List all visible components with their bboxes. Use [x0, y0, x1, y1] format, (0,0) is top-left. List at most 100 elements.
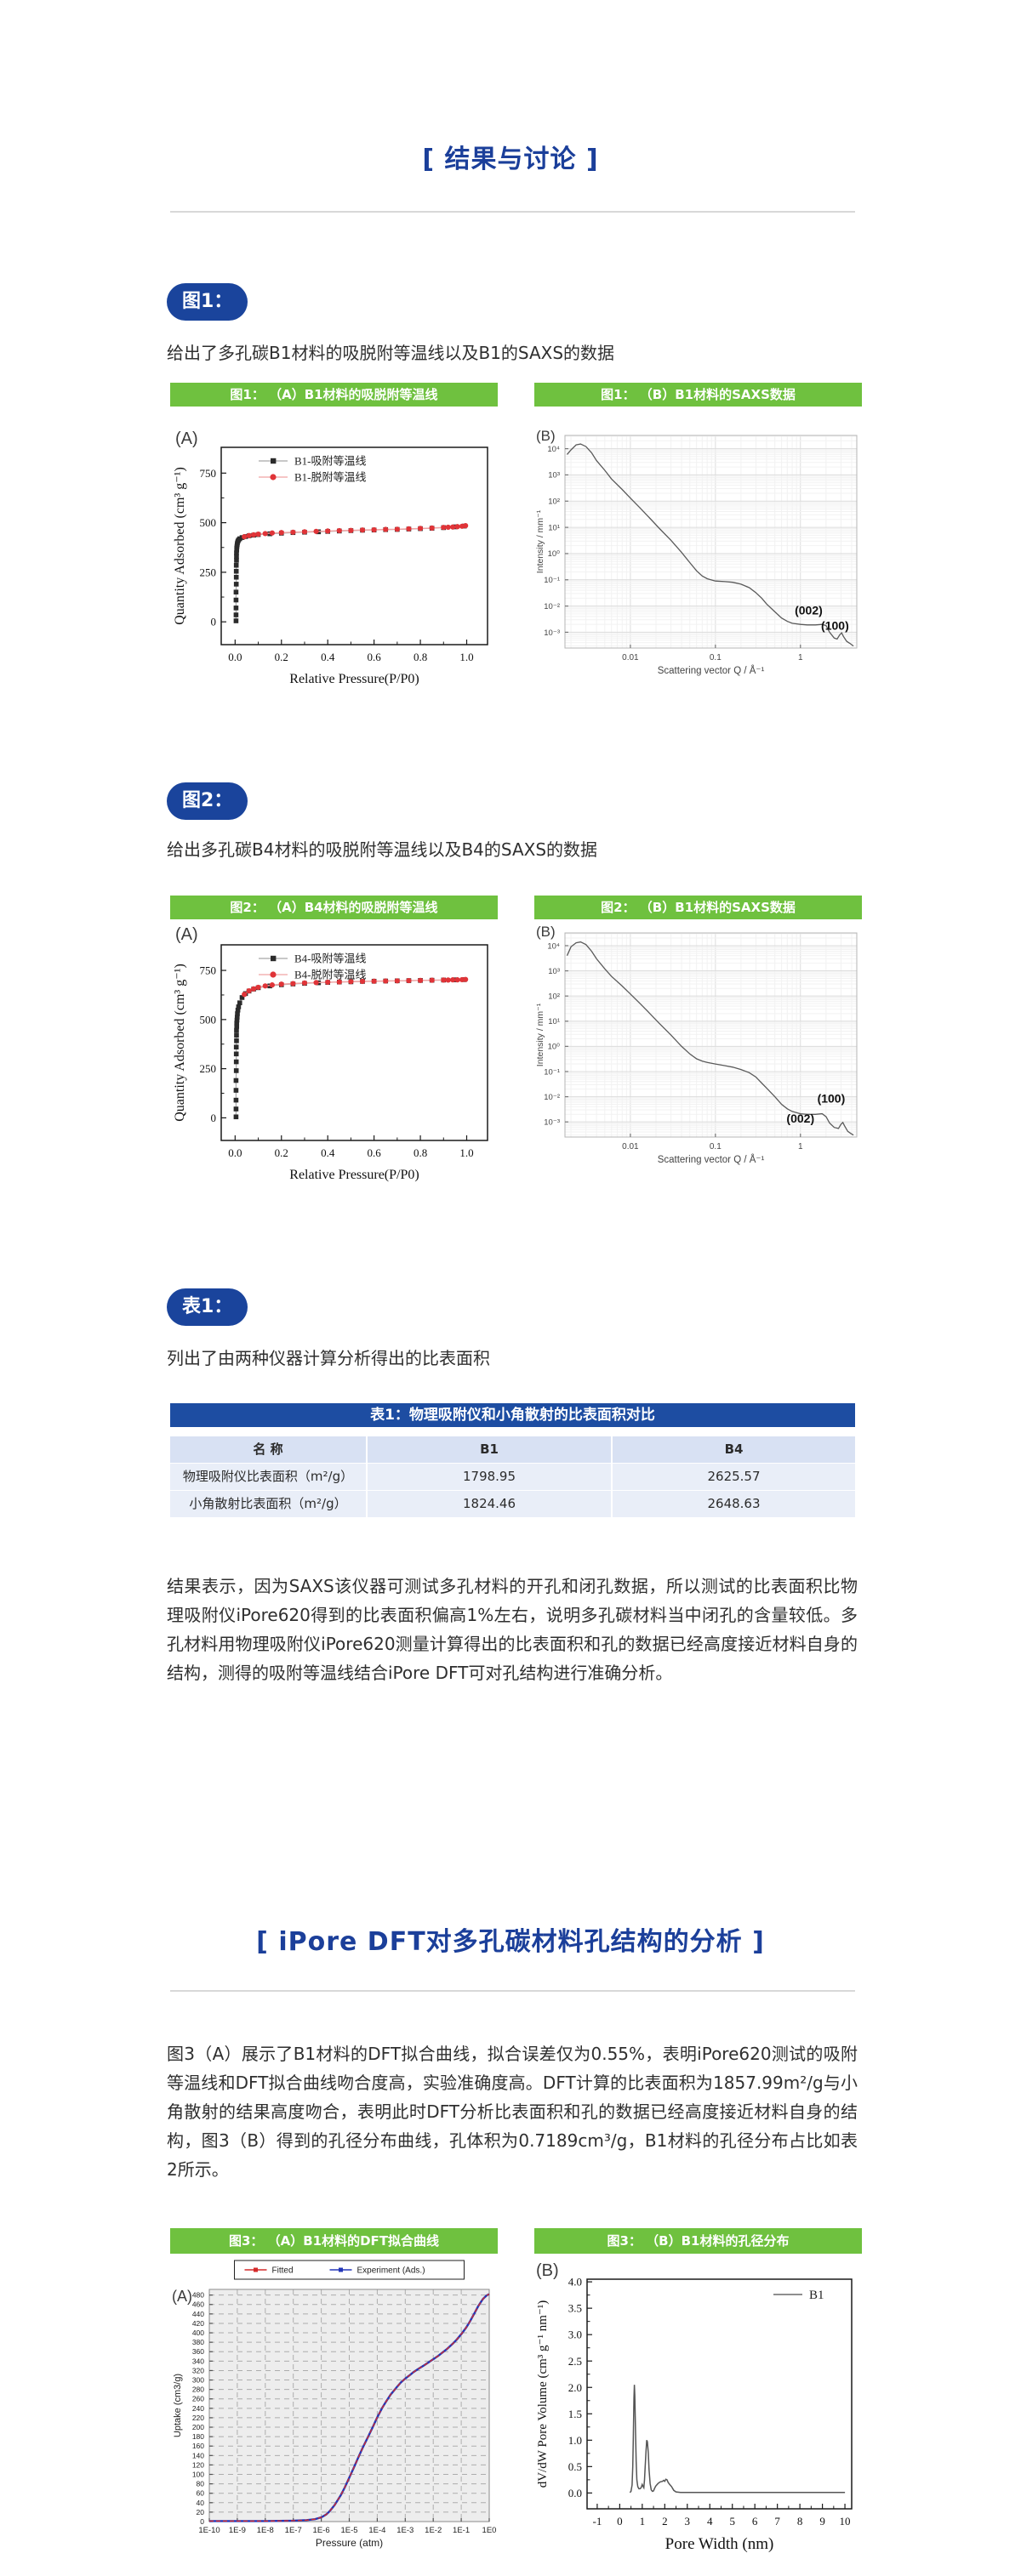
table1-cell: 1798.95 [368, 1464, 611, 1490]
svg-text:1E-5: 1E-5 [340, 2526, 357, 2535]
svg-text:(A): (A) [172, 2288, 192, 2305]
svg-text:(B): (B) [536, 2261, 559, 2280]
svg-text:(002): (002) [795, 603, 823, 617]
figure3a-header: 图3： （A）B1材料的DFT拟合曲线 [170, 2228, 498, 2254]
svg-text:180: 180 [192, 2432, 204, 2441]
svg-text:440: 440 [192, 2310, 204, 2318]
svg-text:B4-吸附等温线: B4-吸附等温线 [294, 952, 367, 965]
svg-text:0.1: 0.1 [710, 653, 722, 662]
svg-text:Intensity / mm⁻¹: Intensity / mm⁻¹ [535, 509, 545, 573]
table1-cell: B4 [613, 1436, 855, 1463]
svg-text:10⁰: 10⁰ [548, 549, 561, 559]
table1-caption: 列出了由两种仪器计算分析得出的比表面积 [167, 1348, 490, 1368]
svg-text:220: 220 [192, 2414, 204, 2422]
svg-text:280: 280 [192, 2386, 204, 2394]
svg-text:260: 260 [192, 2395, 204, 2403]
svg-text:7: 7 [774, 2515, 780, 2528]
svg-text:1: 1 [640, 2515, 646, 2528]
svg-text:4: 4 [707, 2515, 713, 2528]
svg-text:300: 300 [192, 2376, 204, 2385]
svg-text:3: 3 [685, 2515, 691, 2528]
table1-data-row: 小角散射比表面积（m²/g） 1824.46 2648.63 [170, 1491, 855, 1517]
figure2-caption: 给出多孔碳B4材料的吸脱附等温线以及B4的SAXS的数据 [167, 839, 598, 860]
svg-text:0.1: 0.1 [710, 1142, 722, 1152]
table1-header-row: 名 称 B1 B4 [170, 1436, 855, 1463]
svg-text:9: 9 [819, 2515, 825, 2528]
section-divider-2 [170, 1990, 855, 1992]
svg-text:0.6: 0.6 [368, 651, 382, 663]
svg-text:1E-6: 1E-6 [313, 2526, 330, 2535]
figure1-caption: 给出了多孔碳B1材料的吸脱附等温线以及B1的SAXS的数据 [167, 343, 615, 363]
svg-text:1.0: 1.0 [459, 651, 473, 663]
svg-text:B1-吸附等温线: B1-吸附等温线 [294, 455, 367, 468]
svg-text:0.2: 0.2 [275, 1146, 288, 1159]
svg-text:dV/dW Pore Volume (cm³ g⁻¹ nm⁻: dV/dW Pore Volume (cm³ g⁻¹ nm⁻¹) [536, 2300, 550, 2488]
svg-text:10⁻²: 10⁻² [544, 602, 560, 611]
svg-text:380: 380 [192, 2338, 204, 2346]
svg-text:10⁴: 10⁴ [547, 941, 560, 951]
svg-text:140: 140 [192, 2451, 204, 2459]
chart-svg-fig2b: 0.01 0.1 1 10⁴ 10³ 10² 10¹ 10⁰ 10⁻¹ 10⁻² 10⁻³ Scatt… [535, 924, 858, 1165]
svg-text:10: 10 [840, 2515, 851, 2528]
svg-text:340: 340 [192, 2357, 204, 2365]
table1-grid: 名 称 B1 B4 物理吸附仪比表面积（m²/g） 1798.95 2625.57 小角散射… [170, 1436, 855, 1517]
svg-text:(A): (A) [175, 429, 198, 448]
section-title-results: [ 结果与讨论 ] [422, 145, 599, 174]
svg-text:400: 400 [192, 2329, 204, 2337]
table1-data-row: 物理吸附仪比表面积（m²/g） 1798.95 2625.57 [170, 1464, 855, 1490]
svg-text:0.8: 0.8 [414, 651, 427, 663]
svg-text:0: 0 [211, 1112, 217, 1124]
section-title-dft: [ iPore DFT对多孔碳材料孔结构的分析 ] [256, 1927, 765, 1957]
svg-text:480: 480 [192, 2291, 204, 2300]
svg-text:500: 500 [200, 516, 217, 529]
svg-text:320: 320 [192, 2366, 204, 2374]
figure1a-header: 图1： （A）B1材料的吸脱附等温线 [170, 383, 498, 407]
svg-text:200: 200 [192, 2423, 204, 2431]
dft-paragraph: 图3（A）展示了B1材料的DFT拟合曲线，拟合误差仅为0.55%，表明iPore… [167, 2044, 858, 2180]
svg-text:420: 420 [192, 2319, 204, 2328]
svg-text:250: 250 [200, 566, 217, 578]
svg-text:Uptake (cm3/g): Uptake (cm3/g) [173, 2374, 183, 2437]
svg-text:360: 360 [192, 2347, 204, 2356]
svg-text:0.01: 0.01 [622, 1142, 639, 1152]
chart-svg-fig1b: 0.01 0.1 1 10⁴ 10³ 10² 10¹ 10⁰ 10⁻¹ 10⁻² 10⁻³ Scatt… [535, 428, 858, 676]
svg-text:1E-2: 1E-2 [425, 2526, 442, 2535]
chart-svg-fig2a: 0.0 0.2 0.4 0.6 0.8 1.0 0 250 500 750 Relative Pre… [173, 925, 488, 1182]
svg-text:0.6: 0.6 [368, 1146, 382, 1159]
svg-text:100: 100 [192, 2470, 204, 2478]
svg-text:40: 40 [197, 2499, 205, 2507]
figure2b-header: 图2： （B）B1材料的SAXS数据 [534, 896, 862, 919]
table1-title: 表1：物理吸附仪和小角散射的比表面积对比 [170, 1403, 855, 1427]
svg-text:2.0: 2.0 [568, 2381, 582, 2394]
figure2a-chart: 0.0 0.2 0.4 0.6 0.8 1.0 0 250 500 750 Relative Pre… [170, 921, 498, 1216]
svg-text:3.5: 3.5 [568, 2302, 582, 2315]
figure1b-header: 图1： （B）B1材料的SAXS数据 [534, 383, 862, 407]
svg-text:1E-10: 1E-10 [198, 2526, 220, 2535]
svg-text:750: 750 [200, 964, 217, 977]
svg-text:(B): (B) [536, 924, 556, 940]
figure1b-chart: 0.01 0.1 1 10⁴ 10³ 10² 10¹ 10⁰ 10⁻¹ 10⁻² 10⁻³ Scatt… [534, 425, 862, 689]
svg-text:10⁰: 10⁰ [548, 1043, 561, 1052]
figure2a-header: 图2： （A）B4材料的吸脱附等温线 [170, 896, 498, 919]
svg-text:1E-9: 1E-9 [229, 2526, 246, 2535]
svg-text:Relative Pressure(P/P0): Relative Pressure(P/P0) [289, 1168, 419, 1182]
svg-text:B1-脱附等温线: B1-脱附等温线 [294, 471, 367, 484]
svg-text:10⁴: 10⁴ [547, 445, 560, 454]
table1-cell: B1 [368, 1436, 611, 1463]
svg-text:4.0: 4.0 [568, 2276, 582, 2289]
svg-text:Experiment (Ads.): Experiment (Ads.) [357, 2266, 425, 2276]
svg-text:1: 1 [798, 653, 803, 662]
svg-text:-1: -1 [592, 2515, 602, 2528]
svg-text:460: 460 [192, 2300, 204, 2309]
svg-text:1E-1: 1E-1 [453, 2526, 470, 2535]
svg-text:60: 60 [197, 2489, 205, 2498]
table1-cell: 名 称 [170, 1436, 366, 1463]
svg-text:3.0: 3.0 [568, 2329, 582, 2341]
svg-text:0.0: 0.0 [568, 2487, 582, 2499]
svg-text:1.0: 1.0 [568, 2434, 582, 2447]
svg-text:6: 6 [752, 2515, 758, 2528]
svg-text:(100): (100) [821, 618, 849, 632]
table1-cell: 2648.63 [613, 1491, 855, 1517]
svg-text:0: 0 [200, 2517, 204, 2526]
svg-text:B1: B1 [809, 2289, 824, 2302]
